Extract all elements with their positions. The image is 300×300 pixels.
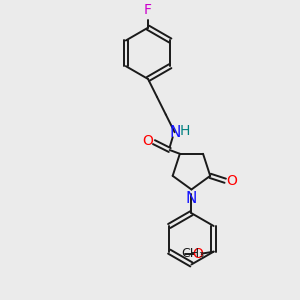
- Text: N: N: [186, 191, 197, 206]
- Text: O: O: [227, 174, 238, 188]
- Text: H: H: [179, 124, 190, 138]
- Text: F: F: [144, 3, 152, 17]
- Text: N: N: [170, 125, 181, 140]
- Text: O: O: [192, 247, 203, 261]
- Text: O: O: [142, 134, 154, 148]
- Text: CH₃: CH₃: [181, 247, 204, 260]
